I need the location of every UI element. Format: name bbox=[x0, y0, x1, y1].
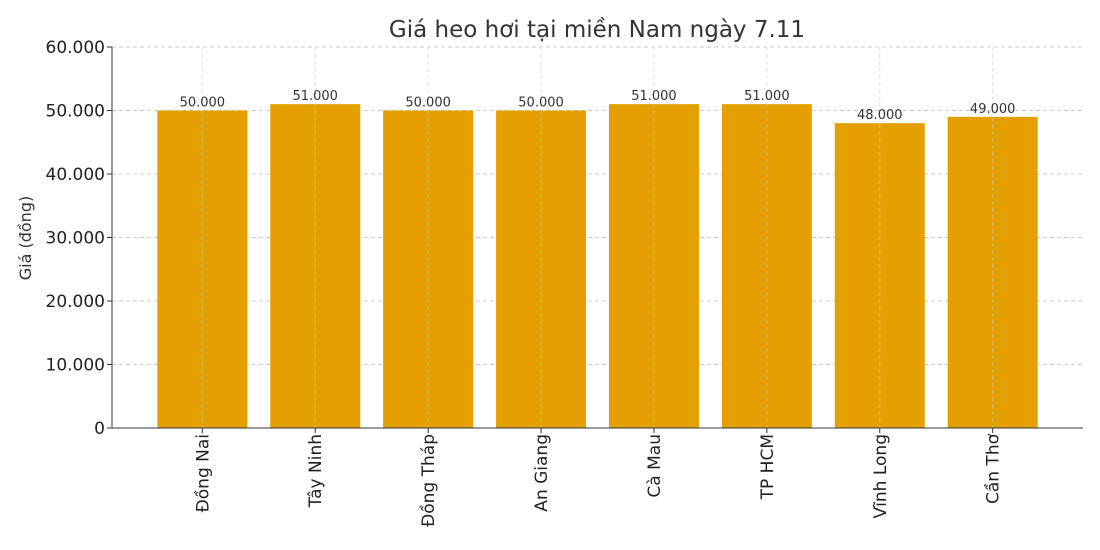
y-axis-label: Giá (đồng) bbox=[16, 196, 35, 280]
x-tick-label: Đồng Tháp bbox=[418, 434, 439, 527]
x-tick-label: Đồng Nai bbox=[192, 434, 213, 512]
data-label: 50.000 bbox=[518, 96, 564, 111]
data-label: 51.000 bbox=[744, 89, 790, 104]
x-tick-label: Cần Thơ bbox=[983, 433, 1004, 504]
bar bbox=[383, 110, 474, 428]
y-tick-label: 0 bbox=[94, 419, 105, 439]
x-tick-label: An Giang bbox=[532, 434, 552, 512]
x-tick-label: Vĩnh Long bbox=[871, 434, 891, 518]
data-label: 48.000 bbox=[857, 108, 903, 123]
y-tick-label: 20.000 bbox=[46, 292, 105, 312]
data-label: 51.000 bbox=[292, 89, 338, 104]
y-tick-label: 40.000 bbox=[46, 165, 105, 185]
data-label: 49.000 bbox=[970, 102, 1016, 117]
x-tick-label: Cà Mau bbox=[645, 434, 665, 498]
y-tick-label: 50.000 bbox=[46, 102, 105, 122]
bar bbox=[157, 110, 248, 428]
bar bbox=[496, 110, 587, 428]
x-tick-label: Tây Ninh bbox=[306, 434, 326, 508]
y-tick-label: 30.000 bbox=[46, 229, 105, 249]
chart-title: Giá heo hơi tại miền Nam ngày 7.11 bbox=[389, 17, 805, 43]
data-label: 50.000 bbox=[180, 96, 226, 111]
data-label: 51.000 bbox=[631, 89, 677, 104]
y-tick-label: 10.000 bbox=[46, 356, 105, 376]
y-tick-label: 60.000 bbox=[46, 38, 105, 58]
data-label: 50.000 bbox=[405, 96, 451, 111]
x-tick-label: TP HCM bbox=[758, 434, 778, 500]
